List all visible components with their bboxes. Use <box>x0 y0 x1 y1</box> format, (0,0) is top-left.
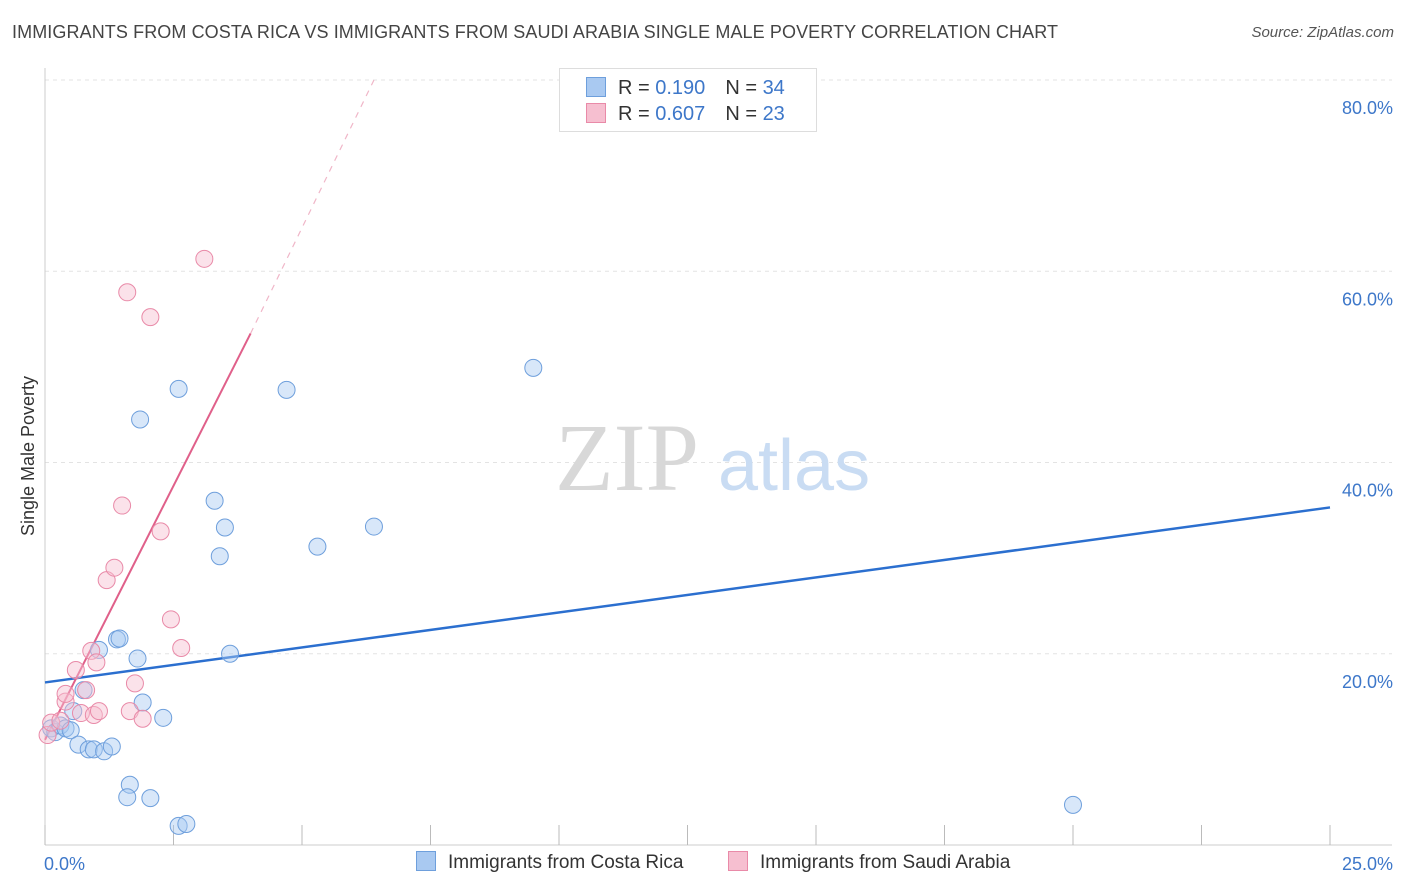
point-costa-rica <box>154 708 173 727</box>
point-saudi-arabia <box>118 283 137 302</box>
point-saudi-arabia <box>82 641 101 660</box>
point-costa-rica <box>110 629 129 648</box>
legend-r-label: R = <box>618 103 656 125</box>
legend-n-label: N = <box>725 77 763 99</box>
point-costa-rica <box>1064 795 1082 814</box>
grid-lines <box>45 79 1392 655</box>
point-saudi-arabia <box>56 684 75 703</box>
point-costa-rica <box>102 737 121 756</box>
point-saudi-arabia <box>172 639 191 658</box>
data-points <box>38 249 1082 835</box>
legend-r-value: 0.607 <box>655 103 706 125</box>
point-saudi-arabia <box>125 674 144 693</box>
point-saudi-arabia <box>77 681 96 700</box>
bottom-legend-swatch-pink <box>728 851 748 871</box>
bottom-legend-swatch-blue <box>416 851 436 871</box>
y-tick-label: 40.0% <box>1342 481 1393 501</box>
watermark-zip: ZIP <box>555 404 699 511</box>
point-costa-rica <box>215 518 234 537</box>
point-costa-rica <box>177 814 196 833</box>
point-costa-rica <box>169 379 188 398</box>
point-saudi-arabia <box>56 692 75 711</box>
trend-line-saudi-arabia-extension <box>250 79 375 334</box>
correlation-legend: R = 0.190 N = 34 R = 0.607 N = 23 <box>559 68 817 132</box>
point-costa-rica <box>64 702 83 721</box>
y-axis-label: Single Male Poverty <box>18 376 38 536</box>
point-costa-rica <box>169 816 188 835</box>
watermark: ZIP atlas <box>555 404 870 511</box>
point-saudi-arabia <box>66 661 85 680</box>
point-costa-rica <box>205 491 224 510</box>
legend-n-value: 34 <box>762 77 785 99</box>
point-costa-rica <box>210 547 229 566</box>
watermark-atlas: atlas <box>718 426 870 506</box>
point-costa-rica <box>364 517 383 536</box>
x-tick-label: 0.0% <box>44 854 85 874</box>
point-saudi-arabia <box>87 653 106 672</box>
trend-lines <box>44 79 1331 741</box>
bottom-legend-label: Immigrants from Costa Rica <box>448 852 684 873</box>
point-costa-rica <box>118 788 137 807</box>
point-saudi-arabia <box>105 558 124 577</box>
legend-r-value: 0.190 <box>655 77 706 99</box>
legend-swatch-pink <box>586 103 606 123</box>
point-saudi-arabia <box>161 610 180 629</box>
y-tick-label: 60.0% <box>1342 289 1393 309</box>
point-saudi-arabia <box>195 249 214 268</box>
point-saudi-arabia <box>89 702 108 721</box>
y-tick-label: 20.0% <box>1342 672 1393 692</box>
trend-line-saudi-arabia <box>44 332 252 741</box>
point-costa-rica <box>308 537 327 556</box>
x-tick-label: 25.0% <box>1342 854 1393 874</box>
trend-line-costa-rica <box>44 506 1331 684</box>
point-costa-rica <box>221 644 240 663</box>
y-tick-label: 80.0% <box>1342 98 1393 118</box>
point-costa-rica <box>131 410 150 429</box>
chart-title: IMMIGRANTS FROM COSTA RICA VS IMMIGRANTS… <box>12 22 1059 42</box>
legend-n-label: N = <box>725 103 763 125</box>
source-credit: Source: ZipAtlas.com <box>1251 24 1394 41</box>
axes: 20.0% 40.0% 60.0% 80.0% 0.0% 25.0% <box>44 68 1393 874</box>
legend-swatch-blue <box>586 77 606 97</box>
point-costa-rica <box>128 649 147 668</box>
bottom-legend-costa-rica: Immigrants from Costa Rica <box>416 851 683 874</box>
point-costa-rica <box>524 358 543 377</box>
point-saudi-arabia <box>42 713 61 732</box>
point-saudi-arabia <box>113 496 132 515</box>
point-costa-rica <box>277 380 296 399</box>
legend-n-value: 23 <box>762 103 785 125</box>
point-saudi-arabia <box>51 711 70 730</box>
point-costa-rica <box>141 789 160 808</box>
legend-row-costa-rica: R = 0.190 N = 34 <box>586 77 785 101</box>
point-saudi-arabia <box>151 522 170 541</box>
legend-row-saudi-arabia: R = 0.607 N = 23 <box>586 103 785 127</box>
legend-r-label: R = <box>618 77 656 99</box>
point-costa-rica <box>79 740 98 759</box>
bottom-legend-label: Immigrants from Saudi Arabia <box>760 852 1011 873</box>
point-saudi-arabia <box>133 709 152 728</box>
bottom-legend-saudi-arabia: Immigrants from Saudi Arabia <box>728 851 1010 874</box>
point-saudi-arabia <box>141 308 160 327</box>
point-costa-rica <box>133 693 152 712</box>
